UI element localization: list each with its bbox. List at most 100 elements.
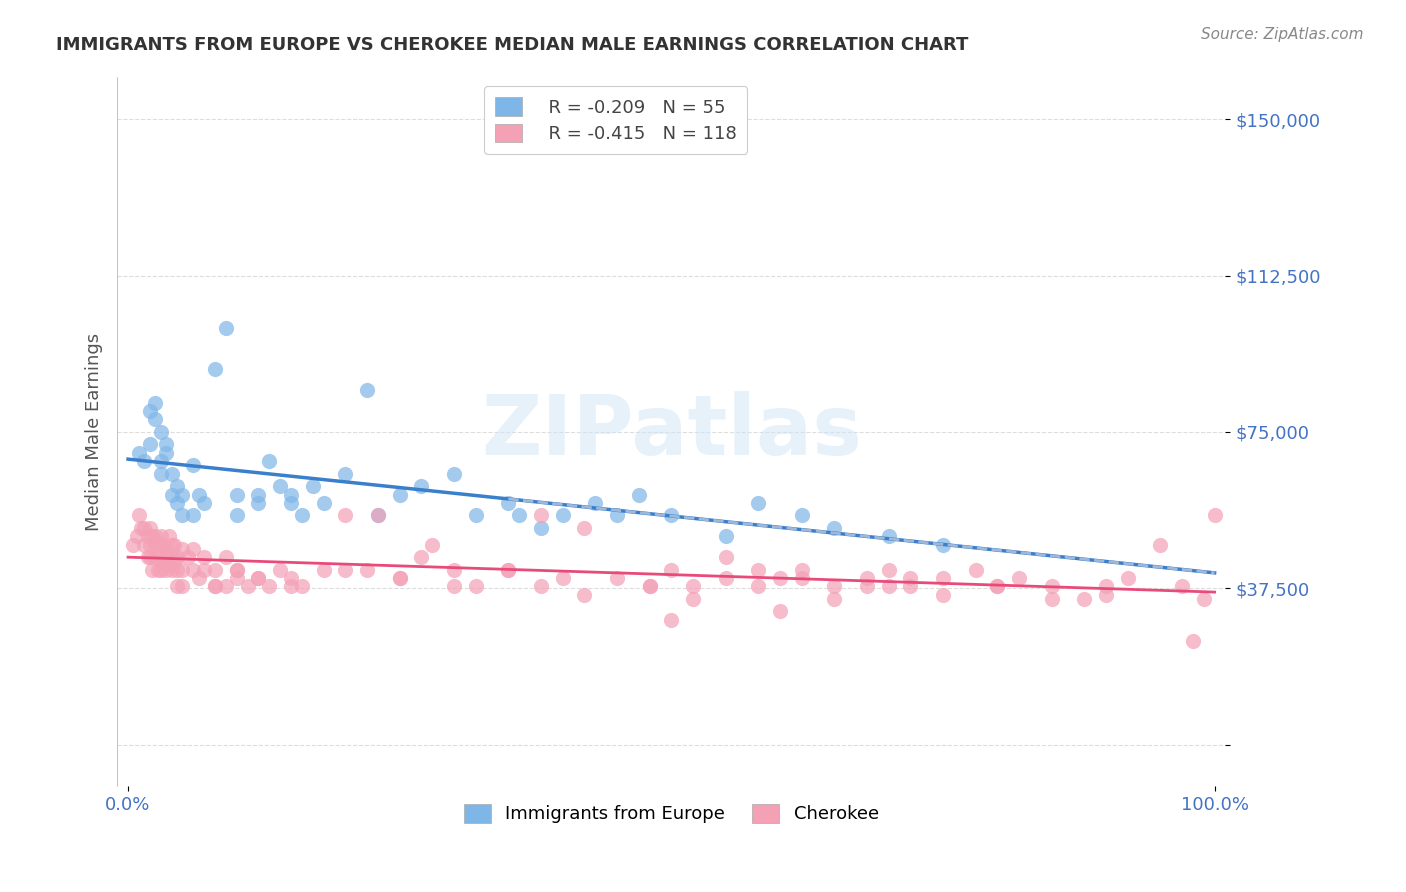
Point xyxy=(166,496,188,510)
Point xyxy=(128,508,150,523)
Point xyxy=(134,521,156,535)
Point xyxy=(280,571,302,585)
Point xyxy=(139,404,162,418)
Point xyxy=(932,571,955,585)
Point xyxy=(986,579,1008,593)
Point xyxy=(155,563,177,577)
Point xyxy=(877,579,900,593)
Point xyxy=(134,538,156,552)
Point xyxy=(335,467,357,481)
Point xyxy=(367,508,389,523)
Point xyxy=(148,538,170,552)
Point xyxy=(160,467,183,481)
Point xyxy=(280,496,302,510)
Point xyxy=(769,604,792,618)
Point xyxy=(149,425,172,439)
Point xyxy=(932,538,955,552)
Point xyxy=(606,508,628,523)
Point xyxy=(193,550,215,565)
Point xyxy=(823,579,845,593)
Point xyxy=(443,467,465,481)
Point xyxy=(215,320,238,334)
Point xyxy=(122,538,145,552)
Point xyxy=(172,579,194,593)
Point xyxy=(172,487,194,501)
Point xyxy=(1008,571,1031,585)
Point xyxy=(823,591,845,606)
Point xyxy=(606,571,628,585)
Point xyxy=(747,563,769,577)
Point xyxy=(172,563,194,577)
Point xyxy=(149,550,172,565)
Point xyxy=(388,571,411,585)
Point xyxy=(790,571,813,585)
Y-axis label: Median Male Earnings: Median Male Earnings xyxy=(86,333,103,531)
Point xyxy=(790,563,813,577)
Point xyxy=(181,508,204,523)
Point xyxy=(215,550,238,565)
Point xyxy=(965,563,987,577)
Point xyxy=(225,563,247,577)
Point xyxy=(247,496,270,510)
Point xyxy=(291,579,314,593)
Point xyxy=(856,571,879,585)
Point xyxy=(139,521,162,535)
Point xyxy=(160,563,183,577)
Point xyxy=(125,529,148,543)
Point xyxy=(160,550,183,565)
Point xyxy=(1095,579,1118,593)
Point xyxy=(682,579,704,593)
Point xyxy=(367,508,389,523)
Point xyxy=(574,588,596,602)
Point xyxy=(498,563,520,577)
Point xyxy=(177,550,200,565)
Point xyxy=(143,529,166,543)
Point xyxy=(215,579,238,593)
Point xyxy=(932,588,955,602)
Point xyxy=(530,521,553,535)
Point xyxy=(627,487,650,501)
Point xyxy=(259,579,281,593)
Point xyxy=(148,563,170,577)
Point xyxy=(583,496,606,510)
Text: Source: ZipAtlas.com: Source: ZipAtlas.com xyxy=(1201,27,1364,42)
Point xyxy=(155,437,177,451)
Point xyxy=(225,563,247,577)
Point xyxy=(160,538,183,552)
Point xyxy=(1149,538,1171,552)
Point xyxy=(1181,633,1204,648)
Point xyxy=(128,446,150,460)
Legend: Immigrants from Europe, Cherokee: Immigrants from Europe, Cherokee xyxy=(453,793,890,834)
Point xyxy=(204,579,226,593)
Point xyxy=(187,487,209,501)
Point xyxy=(193,496,215,510)
Point xyxy=(443,563,465,577)
Point xyxy=(530,579,553,593)
Point xyxy=(301,479,323,493)
Point xyxy=(986,579,1008,593)
Point xyxy=(498,563,520,577)
Point xyxy=(551,571,574,585)
Point xyxy=(747,496,769,510)
Point xyxy=(139,538,162,552)
Point xyxy=(1192,591,1215,606)
Point xyxy=(682,591,704,606)
Point xyxy=(856,579,879,593)
Point xyxy=(141,563,163,577)
Point xyxy=(747,579,769,593)
Point xyxy=(225,508,247,523)
Point xyxy=(551,508,574,523)
Point xyxy=(714,529,737,543)
Point xyxy=(411,550,433,565)
Point xyxy=(1095,588,1118,602)
Point xyxy=(143,396,166,410)
Point xyxy=(155,541,177,556)
Point xyxy=(157,529,180,543)
Point xyxy=(136,550,159,565)
Point xyxy=(143,550,166,565)
Point xyxy=(134,454,156,468)
Point xyxy=(420,538,443,552)
Point xyxy=(225,487,247,501)
Point xyxy=(291,508,314,523)
Point xyxy=(149,454,172,468)
